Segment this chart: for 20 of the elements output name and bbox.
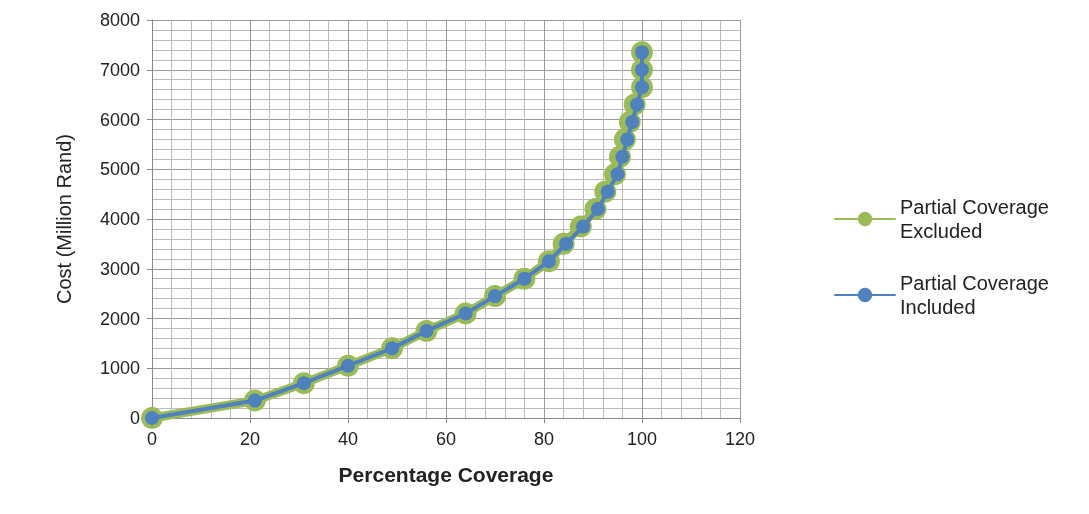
x-tick-label: 20 (239, 429, 261, 449)
x-tick-label: 0 (146, 429, 158, 449)
y-tick-label: 6000 (99, 109, 140, 130)
legend-label: Partial Coverage Included (900, 272, 1055, 318)
x-tick-label: 60 (435, 429, 457, 449)
y-axis-title: Cost (Million Rand) (53, 133, 75, 305)
y-tick-label: 8000 (99, 10, 140, 30)
x-axis-title: Percentage Coverage (338, 463, 554, 486)
y-tick-label: 4000 (99, 209, 140, 229)
y-tick-label: 2000 (99, 308, 140, 329)
x-tick-label: 80 (533, 429, 555, 449)
y-tick-label: 3000 (99, 258, 140, 279)
x-tick-label: 100 (626, 429, 658, 449)
x-tick-label: 120 (724, 429, 756, 449)
y-tick-label: 7000 (99, 59, 140, 80)
y-tick-label: 0 (129, 408, 140, 428)
y-tick-label: 1000 (99, 358, 140, 379)
legend-label: Partial Coverage Excluded (900, 196, 1055, 242)
x-tick-label: 40 (337, 429, 359, 449)
y-tick-label: 5000 (99, 159, 140, 180)
